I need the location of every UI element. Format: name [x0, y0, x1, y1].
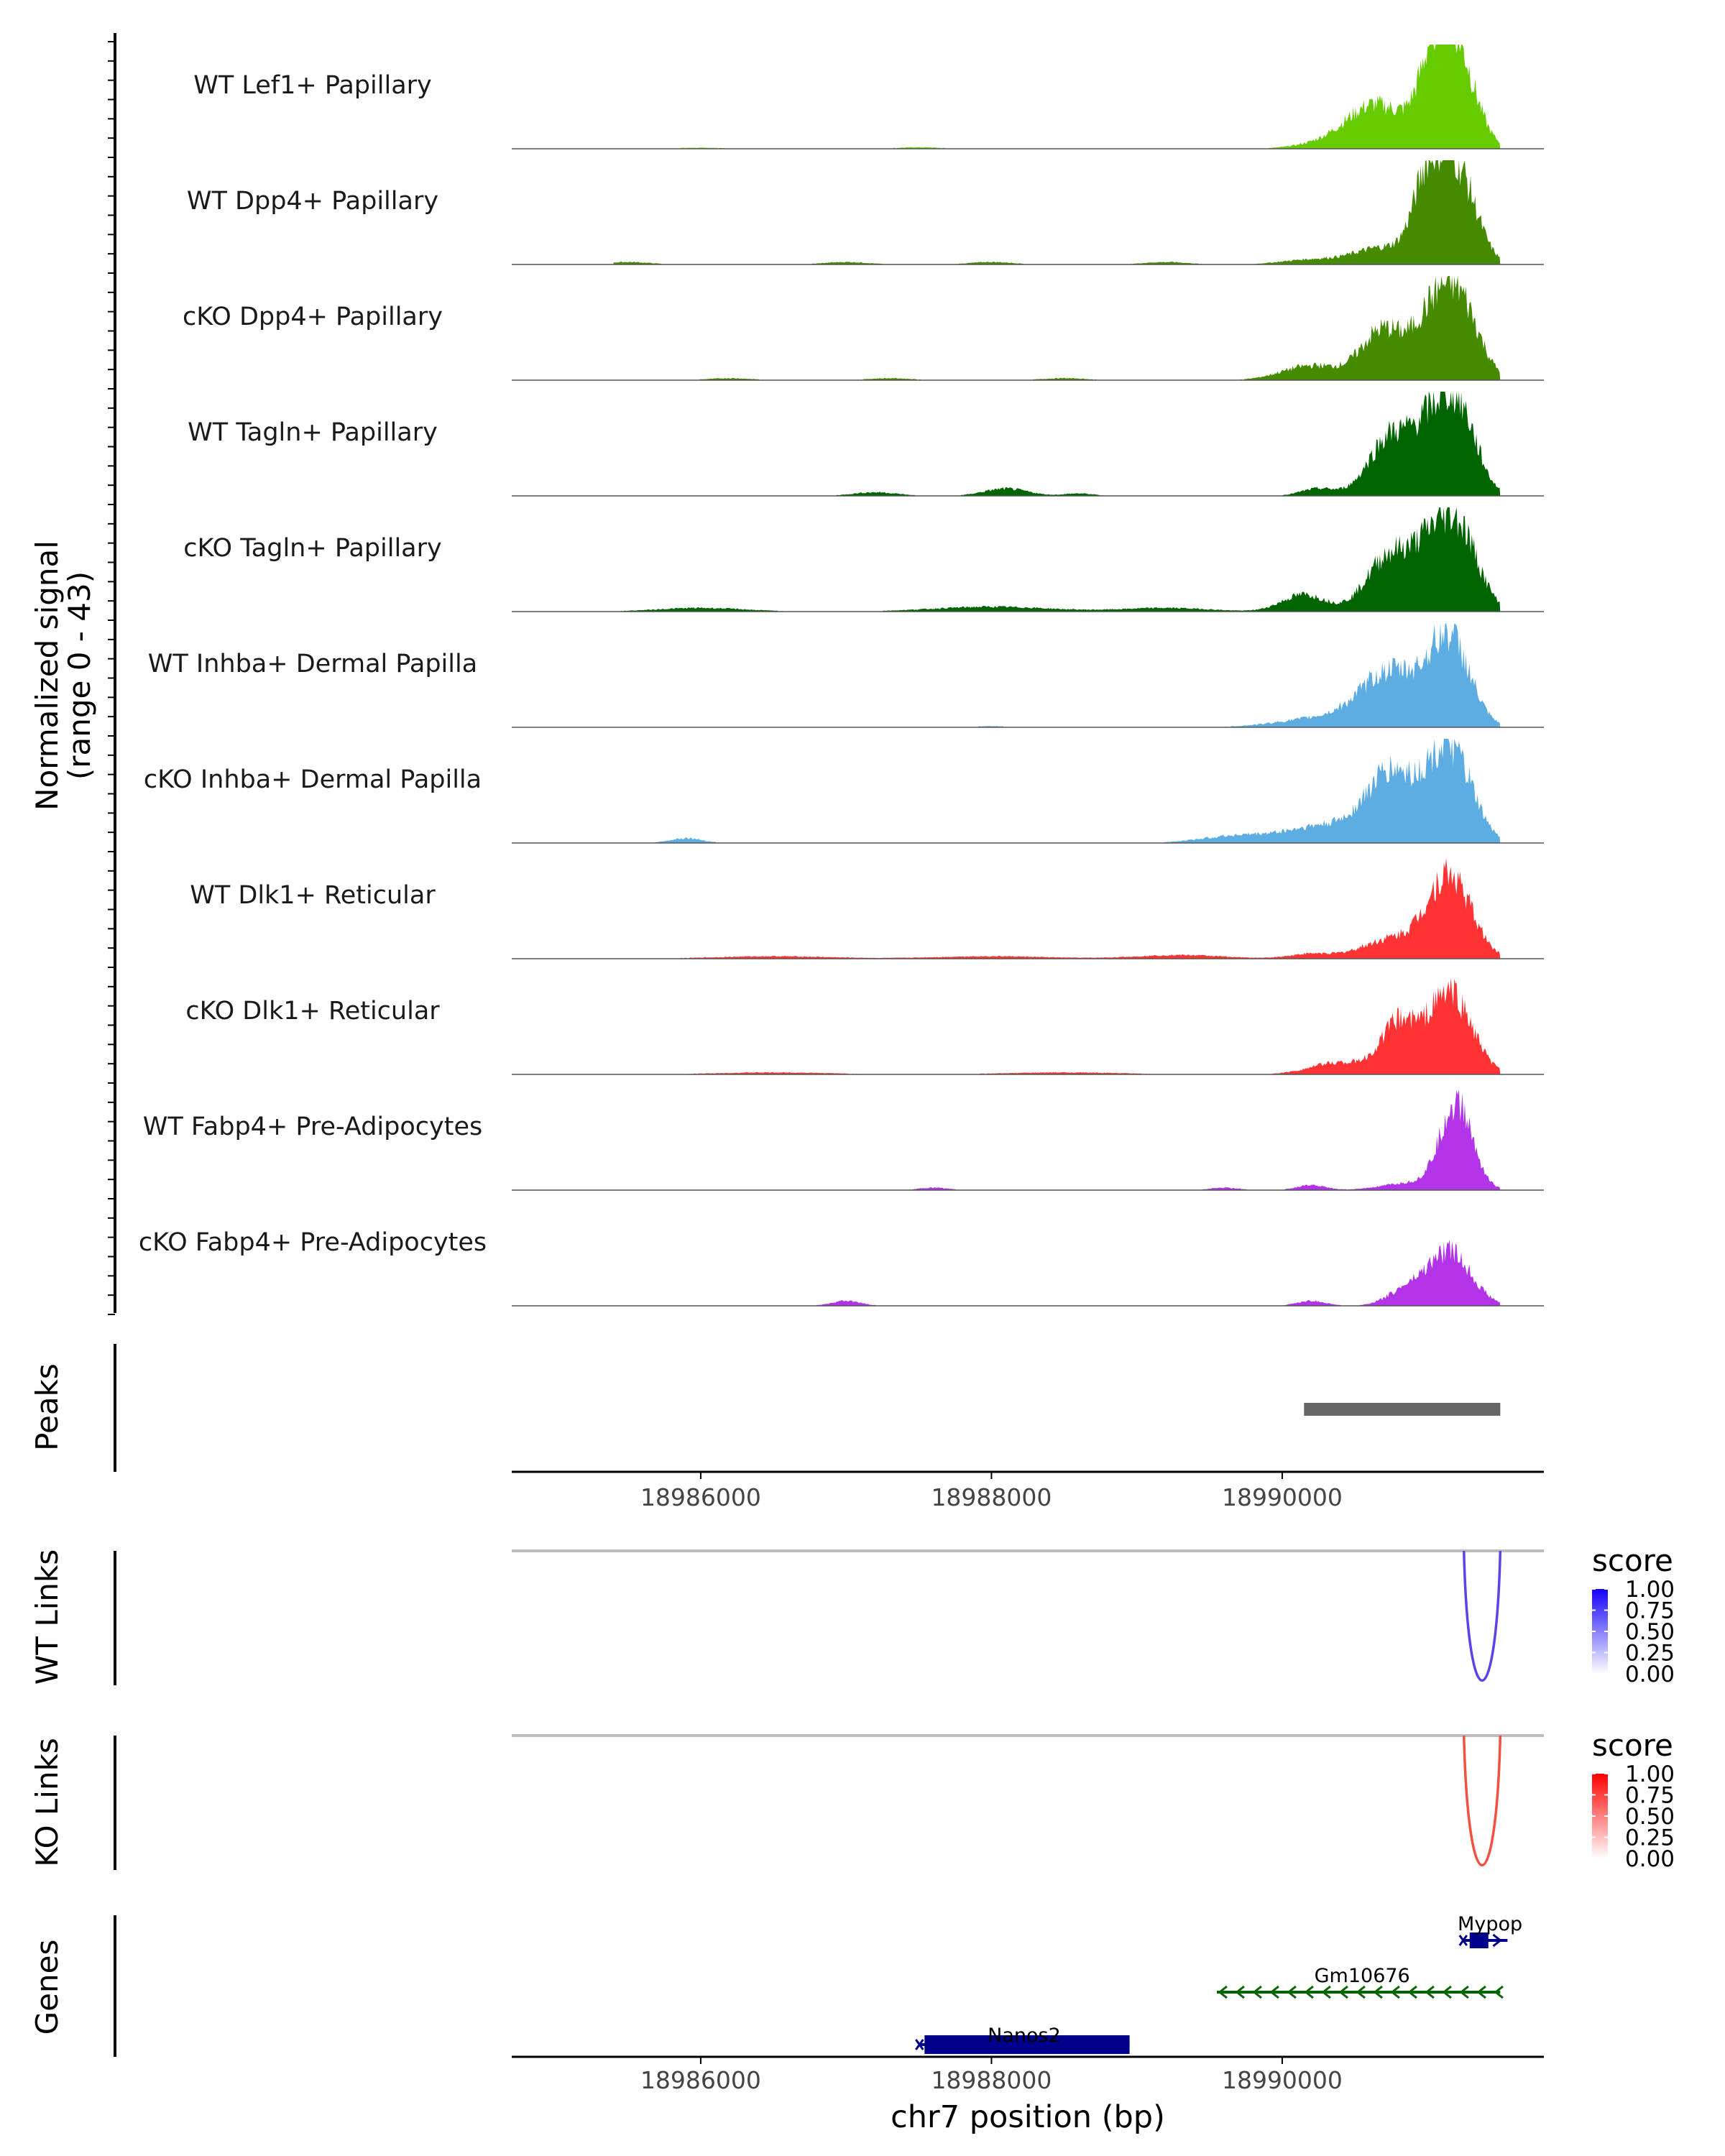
- coverage-area: [613, 160, 1501, 264]
- gene-label: Nanos2: [988, 2024, 1061, 2047]
- genes-panel-label: Genes: [29, 1940, 65, 2035]
- strand-arrow: [1321, 1985, 1331, 1999]
- strand-arrow: [1287, 1985, 1297, 1999]
- peak-region: [1304, 1403, 1501, 1416]
- peaks-panel: Peaks 18986000 18988000 18990000: [29, 1344, 1544, 1511]
- x-tick-label: 18988000: [931, 1483, 1052, 1511]
- legend-colorbar: [1592, 1774, 1608, 1858]
- legend-tick-label: 1.00: [1625, 1761, 1675, 1787]
- track-1: WT Dpp4+ Papillary: [187, 160, 1544, 265]
- strand-arrow: [1494, 1985, 1504, 1999]
- coverage-area: [613, 739, 1501, 843]
- links-panel-label: KO Links: [29, 1738, 65, 1867]
- coverage-area: [613, 507, 1501, 612]
- coverage-area: [613, 392, 1501, 496]
- track-3: WT Tagln+ Papillary: [188, 392, 1544, 497]
- strand-arrow: [1492, 1933, 1502, 1948]
- track-label: WT Dlk1+ Reticular: [190, 881, 436, 910]
- x-tick-label: 18990000: [1222, 1483, 1343, 1511]
- strand-arrow: [1390, 1985, 1400, 1999]
- strand-arrow: [1218, 1985, 1228, 1999]
- gene-label: Gm10676: [1315, 1965, 1410, 1987]
- strand-arrow: [1476, 1985, 1486, 1999]
- coverage-area: [613, 858, 1501, 959]
- track-label: cKO Fabp4+ Pre-Adipocytes: [139, 1228, 487, 1257]
- coverage-area: [613, 1089, 1501, 1190]
- y-axis-range: (range 0 - 43): [62, 571, 97, 780]
- peaks-panel-label: Peaks: [29, 1363, 65, 1451]
- track-7: WT Dlk1+ Reticular: [190, 858, 1544, 959]
- legend-tick-label: 0.75: [1625, 1783, 1675, 1809]
- gene-exon: [924, 2035, 1130, 2054]
- legend-tick-label: 0.00: [1625, 1846, 1675, 1872]
- track-6: cKO Inhba+ Dermal Papilla: [144, 739, 1544, 844]
- y-axis-title: Normalized signal: [29, 540, 65, 811]
- strand-arrow: [1235, 1985, 1245, 1999]
- strand-arrow: [1442, 1985, 1452, 1999]
- track-label: WT Fabp4+ Pre-Adipocytes: [143, 1112, 482, 1141]
- genes-panel: Genes Mypop Gm10676 Nanos2 18986000 18988000 1…: [29, 1913, 1544, 2135]
- coverage-area: [613, 45, 1501, 149]
- strand-arrow: [1425, 1985, 1435, 1999]
- link-arc: [1463, 1550, 1502, 1682]
- gene-label: Mypop: [1458, 1913, 1522, 1935]
- coverage-area: [613, 276, 1501, 380]
- strand-arrow: [1304, 1985, 1314, 1999]
- x-tick-label: 18988000: [931, 2066, 1052, 2094]
- track-label: cKO Dlk1+ Reticular: [185, 997, 440, 1026]
- track-label: cKO Dpp4+ Papillary: [183, 303, 443, 331]
- gene-mypop: Mypop: [1458, 1913, 1522, 1948]
- x-tick-label: 18990000: [1222, 2066, 1343, 2094]
- strand-arrow: [1459, 1985, 1469, 1999]
- track-4: cKO Tagln+ Papillary: [183, 507, 1544, 612]
- x-tick-label: 18986000: [640, 2066, 761, 2094]
- legend-tick-label: 0.50: [1625, 1619, 1675, 1645]
- track-label: WT Lef1+ Papillary: [193, 71, 432, 100]
- legend-tick-label: 1.00: [1625, 1577, 1675, 1603]
- legend-tick-label: 0.25: [1625, 1641, 1675, 1667]
- track-label: WT Tagln+ Papillary: [188, 418, 438, 447]
- strand-arrow: [1458, 1935, 1468, 1946]
- x-axis-title: chr7 position (bp): [891, 2099, 1165, 2135]
- track-9: WT Fabp4+ Pre-Adipocytes: [143, 1089, 1544, 1191]
- coverage-tracks: Normalized signal(range 0 - 43) WT Lef1+ …: [29, 33, 1544, 1315]
- strand-arrow: [1269, 1985, 1279, 1999]
- track-label: cKO Tagln+ Papillary: [183, 534, 442, 563]
- track-label: WT Dpp4+ Papillary: [187, 187, 438, 216]
- track-label: WT Inhba+ Dermal Papilla: [148, 650, 477, 678]
- track-10: cKO Fabp4+ Pre-Adipocytes: [139, 1228, 1544, 1307]
- strand-arrow: [1407, 1985, 1417, 1999]
- legend-title: score: [1592, 1543, 1673, 1578]
- coverage-area: [613, 977, 1501, 1074]
- track-0: WT Lef1+ Papillary: [193, 45, 1544, 149]
- link-arc: [1463, 1735, 1502, 1866]
- gene-gm10676: Gm10676: [1216, 1965, 1504, 1999]
- strand-arrow: [1373, 1985, 1383, 1999]
- track-5: WT Inhba+ Dermal Papilla: [148, 623, 1544, 728]
- strand-arrow: [915, 2039, 924, 2050]
- coverage-area: [613, 623, 1501, 727]
- strand-arrow: [1252, 1985, 1262, 1999]
- legend-title: score: [1592, 1728, 1673, 1763]
- gene-nanos2: Nanos2: [915, 2024, 1130, 2054]
- legend-tick-label: 0.75: [1625, 1598, 1675, 1624]
- track-label: cKO Inhba+ Dermal Papilla: [144, 765, 482, 794]
- x-tick-label: 18986000: [640, 1483, 761, 1511]
- coverage-area: [613, 1240, 1501, 1306]
- track-2: cKO Dpp4+ Papillary: [183, 276, 1544, 381]
- strand-arrow: [1338, 1985, 1348, 1999]
- legend-tick-label: 0.25: [1625, 1825, 1675, 1851]
- legend-tick-label: 0.00: [1625, 1662, 1675, 1687]
- strand-arrow: [1356, 1985, 1366, 1999]
- links-panel-label: WT Links: [29, 1549, 65, 1685]
- legend-colorbar: [1592, 1589, 1608, 1674]
- gene-exon: [1469, 1932, 1489, 1948]
- legend-tick-label: 0.50: [1625, 1804, 1675, 1830]
- track-8: cKO Dlk1+ Reticular: [185, 977, 1544, 1075]
